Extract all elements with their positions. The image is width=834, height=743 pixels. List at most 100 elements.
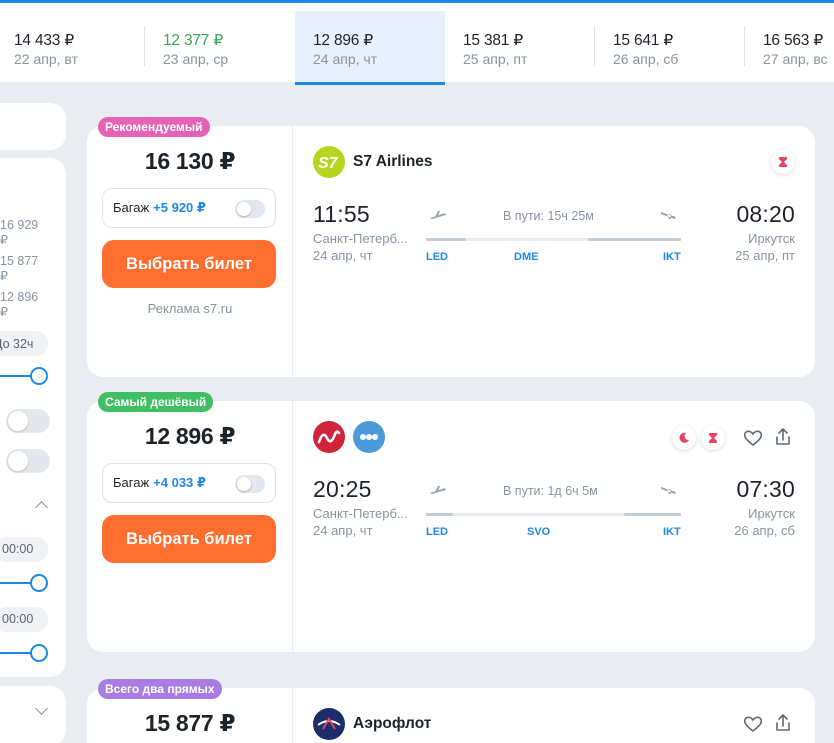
date-price: 15 381 ₽ bbox=[463, 32, 523, 49]
airport-code: IKT bbox=[663, 251, 681, 263]
time-slider-track[interactable] bbox=[0, 652, 38, 654]
date-day: 25 апр, пт bbox=[463, 51, 528, 67]
ticket-price: 15 877 ₽ bbox=[144, 710, 236, 736]
date-cell-22[interactable]: 14 433 ₽ 22 апр, вт bbox=[0, 11, 150, 85]
airport-code: DME bbox=[514, 251, 539, 263]
badge-cheapest: Самый дешёвый bbox=[98, 392, 214, 412]
arrival-city: Иркутск bbox=[748, 506, 795, 521]
date-cell-27[interactable]: 16 563 ₽ 27 апр, вс bbox=[749, 11, 834, 85]
flight-duration: В пути: 15ч 25м bbox=[503, 209, 594, 223]
departure-time: 20:25 bbox=[313, 476, 372, 502]
night-flight-icon bbox=[672, 426, 696, 450]
time-chip: 00:00 bbox=[0, 607, 48, 632]
baggage-option[interactable]: Багаж +4 033 ₽ bbox=[102, 463, 276, 503]
airlines bbox=[313, 421, 393, 453]
ticket-price-column bbox=[87, 688, 293, 743]
departure-city: Санкт-Петерб... bbox=[313, 506, 408, 521]
buy-ticket-button[interactable]: Выбрать билет bbox=[102, 515, 276, 563]
arrival-date: 26 апр, сб bbox=[734, 523, 795, 538]
takeoff-icon bbox=[430, 211, 446, 219]
duration-slider-handle[interactable] bbox=[30, 367, 48, 385]
baggage-label: Багаж bbox=[113, 475, 150, 490]
date-cell-26[interactable]: 15 641 ₽ 26 апр, сб bbox=[599, 11, 749, 85]
airport-code: LED bbox=[426, 251, 448, 263]
airport-code: SVO bbox=[527, 526, 551, 538]
date-price: 14 433 ₽ bbox=[14, 32, 74, 49]
date-cell-23[interactable]: 12 377 ₽ 23 апр, ср bbox=[149, 11, 299, 85]
date-price: 16 563 ₽ bbox=[763, 32, 823, 49]
departure-date: 24 апр, чт bbox=[313, 248, 373, 263]
airport-code: LED bbox=[426, 526, 448, 538]
departure-time: 11:55 bbox=[313, 201, 370, 227]
baggage-toggle[interactable] bbox=[235, 200, 265, 218]
date-price: 12 896 ₽ bbox=[313, 32, 373, 49]
filter-price-option[interactable]: 12 896 ₽ bbox=[0, 290, 39, 319]
airline: Аэрофлот bbox=[313, 708, 431, 740]
ticket-card[interactable]: Самый дешёвый 12 896 ₽ Багаж +4 033 ₽ Выб… bbox=[87, 392, 815, 652]
ad-label[interactable]: Реклама s7.ru bbox=[147, 301, 233, 316]
date-price: 12 377 ₽ bbox=[163, 32, 223, 49]
landing-icon bbox=[661, 487, 676, 494]
chevron-up-icon[interactable] bbox=[35, 501, 48, 514]
airport-code: IKT bbox=[663, 526, 681, 538]
route-segment bbox=[588, 238, 681, 241]
filter-panel: 16 929 ₽ 15 877 ₽ 12 896 ₽ До 32ч 00:00 … bbox=[0, 158, 66, 677]
time-slider-handle[interactable] bbox=[30, 574, 48, 592]
date-day: 22 апр, вт bbox=[14, 51, 78, 67]
ticket-card[interactable]: Всего два прямых 15 877 ₽ Аэрофлот bbox=[87, 679, 815, 743]
heart-icon[interactable] bbox=[742, 427, 764, 449]
filter-toggle[interactable] bbox=[6, 449, 50, 473]
ticket-price: 12 896 ₽ bbox=[144, 423, 236, 449]
filter-panel-top bbox=[0, 103, 66, 150]
hourglass-icon bbox=[701, 426, 725, 450]
departure-date: 24 апр, чт bbox=[313, 523, 373, 538]
baggage-option[interactable]: Багаж +5 920 ₽ bbox=[102, 188, 276, 228]
divider bbox=[144, 26, 145, 66]
arrival-time: 07:30 bbox=[736, 476, 795, 502]
s7-logo-icon: S7 bbox=[313, 146, 345, 178]
share-icon[interactable] bbox=[772, 426, 794, 448]
time-slider-track[interactable] bbox=[0, 582, 38, 584]
route-line bbox=[426, 513, 681, 516]
buy-ticket-button[interactable]: Выбрать билет bbox=[102, 240, 276, 288]
ticket-price-column bbox=[87, 126, 293, 377]
landing-icon bbox=[661, 212, 676, 219]
takeoff-icon bbox=[430, 486, 446, 494]
filter-price-option[interactable]: 16 929 ₽ bbox=[0, 218, 39, 247]
filter-price-option[interactable]: 15 877 ₽ bbox=[0, 254, 39, 283]
filter-toggle[interactable] bbox=[6, 409, 50, 433]
heart-icon[interactable] bbox=[742, 713, 764, 735]
time-slider-handle[interactable] bbox=[30, 644, 48, 662]
ticket-price: 16 130 ₽ bbox=[144, 148, 236, 174]
date-price: 15 641 ₽ bbox=[613, 32, 673, 49]
hourglass-icon bbox=[771, 150, 795, 174]
flight-duration: В пути: 1д 6ч 5м bbox=[503, 484, 598, 498]
chevron-down-icon[interactable] bbox=[35, 702, 48, 715]
date-day: 24 апр, чт bbox=[313, 51, 378, 67]
ticket-card[interactable]: Рекомендуемый 16 130 ₽ Багаж +5 920 ₽ Выб… bbox=[87, 117, 815, 377]
airline: S7 S7 Airlines bbox=[313, 146, 433, 178]
baggage-toggle[interactable] bbox=[235, 475, 265, 493]
route-line bbox=[426, 238, 681, 241]
duration-slider-track[interactable] bbox=[0, 375, 38, 377]
arrival-city: Иркутск bbox=[748, 231, 795, 246]
share-icon[interactable] bbox=[772, 712, 794, 734]
partner-airline-logo-icon bbox=[353, 421, 385, 453]
ticket-price-column bbox=[87, 401, 293, 652]
route-segment bbox=[624, 513, 681, 516]
baggage-price: +5 920 ₽ bbox=[153, 200, 206, 215]
date-day: 27 апр, вс bbox=[763, 51, 828, 67]
baggage-price: +4 033 ₽ bbox=[153, 475, 206, 490]
arrival-date: 25 апр, пт bbox=[735, 248, 795, 263]
date-cell-25[interactable]: 15 381 ₽ 25 апр, пт bbox=[449, 11, 599, 85]
route-segment bbox=[426, 513, 453, 516]
date-strip: 14 433 ₽ 22 апр, вт 12 377 ₽ 23 апр, ср … bbox=[0, 0, 834, 85]
nordwind-logo-icon bbox=[313, 421, 345, 453]
route-segment bbox=[426, 238, 466, 241]
airline-name: Аэрофлот bbox=[353, 715, 432, 732]
departure-city: Санкт-Петерб... bbox=[313, 231, 408, 246]
divider bbox=[744, 26, 745, 66]
date-cell-24-selected[interactable]: 12 896 ₽ 24 апр, чт bbox=[295, 11, 445, 85]
filter-panel-bottom bbox=[0, 686, 66, 743]
baggage-label: Багаж bbox=[113, 200, 150, 215]
